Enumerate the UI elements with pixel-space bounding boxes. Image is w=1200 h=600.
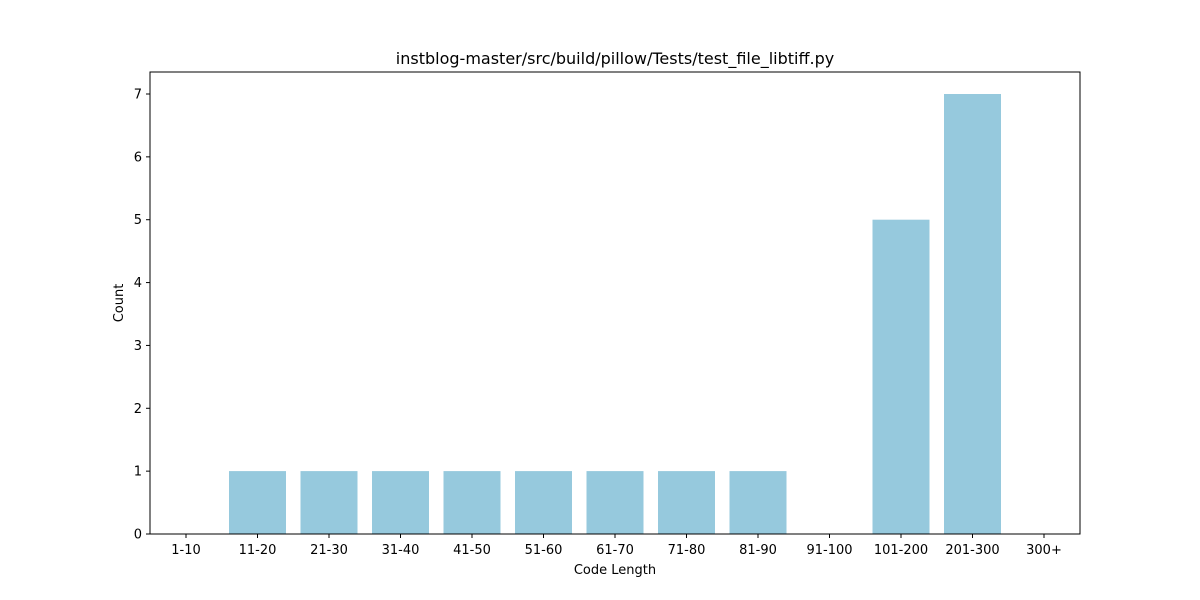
bar-101-200 [872, 219, 930, 534]
bar-61-70 [586, 471, 644, 534]
x-tick-label: 31-40 [382, 543, 420, 558]
x-tick-label: 21-30 [310, 543, 348, 558]
axes-frame [149, 71, 1081, 535]
y-tick-label: 0 [134, 528, 142, 543]
bar-81-90 [729, 471, 787, 534]
x-tick-label: 71-80 [668, 543, 706, 558]
x-tick-label: 41-50 [453, 543, 491, 558]
y-tick-label: 1 [134, 465, 142, 480]
bar-group [229, 94, 1001, 534]
chart-title: instblog-master/src/build/pillow/Tests/t… [396, 49, 834, 69]
y-tick-label: 3 [134, 339, 142, 354]
x-tick-label: 201-300 [945, 543, 999, 558]
bar-201-300 [944, 94, 1001, 534]
x-tick-label: 61-70 [596, 543, 634, 558]
y-tick-label: 5 [134, 213, 142, 228]
x-tick-label: 81-90 [739, 543, 777, 558]
x-tick-label: 1-10 [171, 543, 201, 558]
x-axis: 1-10 11-20 21-30 31-40 41-50 51-60 61-70 71-80 8… [171, 534, 1062, 558]
bar-41-50 [443, 471, 501, 534]
y-axis: 0 1 2 3 4 5 6 7 [134, 88, 150, 543]
bar-31-40 [372, 471, 429, 534]
x-tick-label: 300+ [1026, 543, 1062, 558]
x-tick-label: 91-100 [806, 543, 852, 558]
y-tick-label: 4 [134, 276, 142, 291]
x-tick-label: 11-20 [239, 543, 277, 558]
bar-21-30 [300, 471, 358, 534]
y-tick-label: 6 [134, 150, 142, 165]
bar-11-20 [229, 471, 286, 534]
x-axis-label: Code Length [574, 563, 656, 578]
y-tick-label: 7 [134, 88, 142, 103]
bar-51-60 [515, 471, 572, 534]
x-tick-label: 51-60 [525, 543, 563, 558]
y-tick-label: 2 [134, 402, 142, 417]
y-axis-label: Count [112, 284, 127, 323]
x-tick-label: 101-200 [874, 543, 928, 558]
bar-71-80 [658, 471, 715, 534]
